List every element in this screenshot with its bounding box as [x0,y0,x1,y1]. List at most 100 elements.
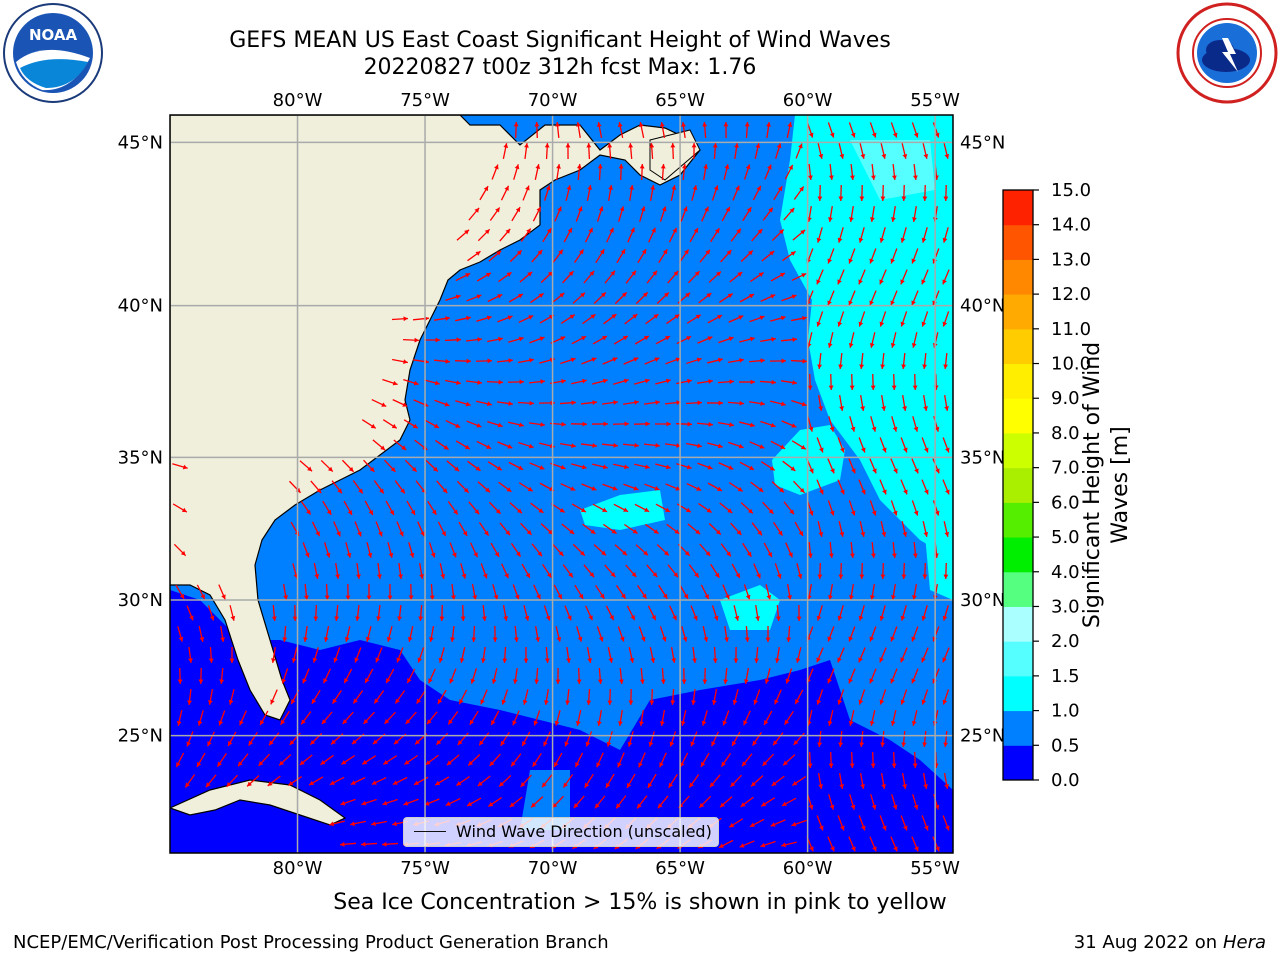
wind-arrow-head [627,741,633,747]
wind-arrow-head [807,385,813,390]
wind-arrow-head [292,616,298,621]
lon-tick-bottom: 65°W [655,858,705,879]
wind-arrow-head [765,637,771,642]
wind-arrow-head [595,803,600,809]
wind-arrow-head [426,719,432,725]
wind-arrow-head [597,679,603,684]
wind-arrow-head [819,489,824,495]
lat-tick-left: 35°N [118,447,163,468]
wind-arrow-head [924,489,929,495]
wind-arrow-head [228,740,233,746]
wind-arrow-head [911,636,916,642]
wind-arrow-head [621,593,626,599]
wind-arrow-head [923,406,928,411]
wind-arrow-head [396,657,401,663]
wind-arrow-head [921,321,927,327]
wind-arrow-head [685,507,691,513]
wind-arrow-head [247,781,252,787]
wind-arrow-head [817,574,823,579]
colorbar-tick-label: 9.0 [1051,388,1080,409]
wind-arrow-head [860,153,866,159]
wind-arrow-head [538,293,544,298]
wind-arrow-head [612,357,618,362]
wind-arrow-head [664,550,669,556]
wind-arrow-head [796,616,802,621]
wind-arrow-head [644,378,650,384]
wind-arrow-head [769,465,775,471]
wind-arrow-head [601,336,607,341]
wind-arrow-head [696,486,702,491]
wind-arrow-head [491,720,496,726]
wind-arrow-head [674,314,680,319]
colorbar-segment [1003,641,1033,677]
lon-tick-top: 75°W [400,90,450,111]
wind-arrow-head [576,679,582,684]
wind-arrow-head [736,228,741,234]
wind-arrow-head [848,342,854,348]
wind-arrow-head [571,400,576,406]
wind-arrow-head [749,822,755,827]
wind-arrow-head [879,657,884,663]
wind-arrow-head [205,782,211,788]
wind-arrow-head [481,616,487,621]
wind-arrow-head [313,616,319,621]
wind-arrow-head [713,615,719,621]
wind-arrow-head [807,763,813,768]
wind-arrow-head [837,615,843,621]
wind-arrow-head [764,678,770,684]
wind-arrow-head [869,720,875,726]
wind-arrow-head [659,762,664,768]
wind-arrow-head [570,357,576,363]
colorbar-segment [1003,259,1033,295]
wind-arrow-head [818,153,824,159]
lon-tick-bottom: 75°W [400,858,450,879]
wind-arrow-head [420,531,425,537]
wind-arrow-head [502,658,508,663]
wind-arrow-head [400,488,405,494]
wind-arrow-head [601,550,606,556]
wind-arrow-head [602,464,608,470]
wind-arrow-head [775,616,781,621]
wind-arrow-head [684,550,690,556]
wind-arrow-head [558,249,563,255]
wind-arrow-head [444,401,450,407]
wind-arrow-head [369,467,375,472]
chart-title: GEFS MEAN US East Coast Significant Heig… [229,28,891,53]
wind-arrow-head [850,804,856,810]
wind-arrow-head [312,657,318,663]
wind-arrow-head [457,740,463,746]
wind-arrow-head [860,531,866,537]
wind-arrow-head [880,574,886,579]
wind-arrow-head [577,636,583,642]
wind-arrow-head [280,719,286,725]
wind-arrow-head [644,464,650,470]
colorbar-tick-label: 6.0 [1051,492,1080,513]
lat-tick-left: 25°N [118,726,163,747]
wind-arrow-head [506,487,512,492]
wind-arrow-head [722,720,728,726]
sea-ice-note: Sea Ice Concentration > 15% is shown in … [333,890,947,915]
footer-host: Hera [1222,932,1266,953]
wind-arrow-head [665,464,671,470]
wind-arrow-head [869,678,874,684]
wind-arrow-head [348,466,354,472]
wind-arrow-head [363,719,369,724]
wind-arrow-head [456,337,461,343]
wind-arrow-head [771,379,776,385]
wind-arrow-head [603,421,608,427]
wind-arrow-head [911,678,916,684]
wind-arrow-head [432,466,438,472]
colorbar-tick-label: 15.0 [1051,180,1091,201]
wind-arrow-head [707,464,713,470]
wind-arrow-head [637,803,642,809]
wind-arrow-head [801,401,807,407]
wind-arrow-head [795,657,801,663]
wind-arrow-head [504,185,509,191]
wind-arrow-head [851,468,856,474]
wind-arrow-head [607,700,613,705]
wind-arrow-head [307,466,313,472]
wind-arrow-head [780,401,786,407]
wind-arrow-head [945,447,950,453]
wind-arrow-head [849,553,855,558]
wind-arrow-head [518,422,524,428]
